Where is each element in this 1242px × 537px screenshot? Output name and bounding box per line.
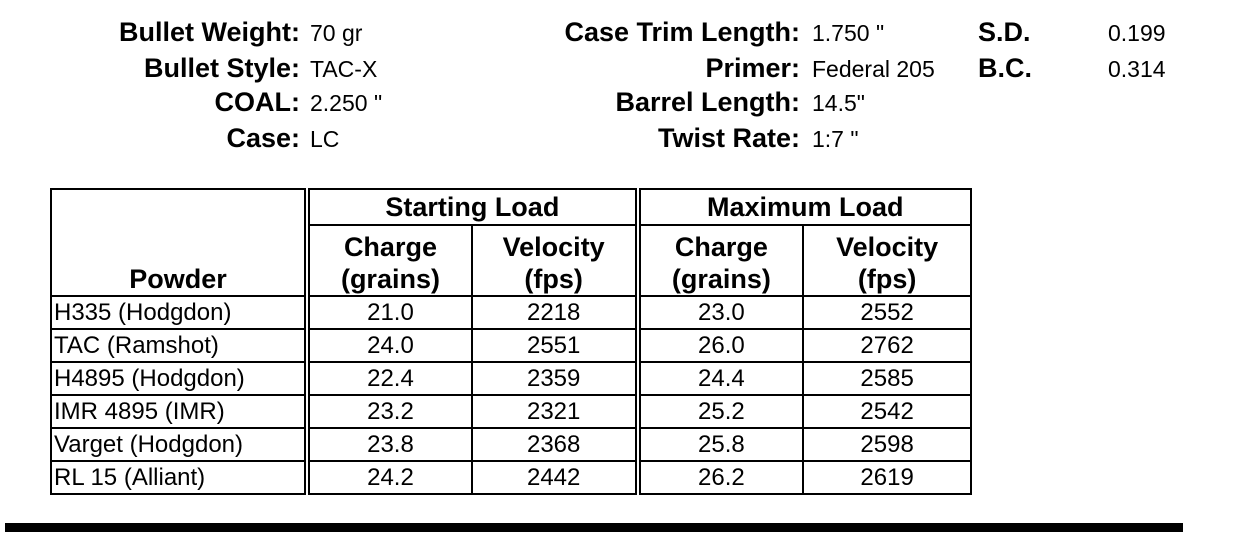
table-row: RL 15 (Alliant) 24.2 2442 26.2 2619 <box>49 460 972 495</box>
spec-label: Primer: <box>705 53 800 83</box>
value-cell: 2762 <box>802 328 972 363</box>
spec-label: Twist Rate: <box>657 123 800 153</box>
stat-label: B.C. <box>978 53 1032 83</box>
value-cell: 23.2 <box>306 394 473 429</box>
spec-label: COAL: <box>214 87 300 117</box>
value-cell: 24.4 <box>636 361 805 396</box>
spec-value: 2.250 " <box>310 90 383 116</box>
powder-cell: Varget (Hodgdon) <box>49 427 311 462</box>
value-cell: 25.8 <box>636 427 805 462</box>
spec-label: Barrel Length: <box>615 87 800 117</box>
table-row: Varget (Hodgdon) 23.8 2368 25.8 2598 <box>49 427 972 462</box>
value-cell: 21.0 <box>306 295 473 330</box>
value-cell: 26.2 <box>636 460 805 495</box>
value-cell: 24.0 <box>306 328 473 363</box>
value-cell: 2359 <box>470 361 641 396</box>
powder-cell: TAC (Ramshot) <box>49 328 311 363</box>
value-cell: 2598 <box>802 427 972 462</box>
value-cell: 23.0 <box>636 295 805 330</box>
value-cell: 2321 <box>470 394 641 429</box>
powder-cell: H335 (Hodgdon) <box>49 295 311 330</box>
value-cell: 2442 <box>470 460 641 495</box>
spec-value: LC <box>310 126 340 152</box>
stat-label: S.D. <box>978 17 1031 47</box>
spec-value: TAC-X <box>310 56 378 82</box>
table-body: H335 (Hodgdon) 21.0 2218 23.0 2552 TAC (Ramsh… <box>49 295 972 495</box>
spec-value: 70 gr <box>310 20 363 46</box>
value-cell: 24.2 <box>306 460 473 495</box>
table-row: H4895 (Hodgdon) 22.4 2359 24.4 2585 <box>49 361 972 396</box>
header-cell: Charge (grains) <box>636 224 805 297</box>
table-row: TAC (Ramshot) 24.0 2551 26.0 2762 <box>49 328 972 363</box>
value-cell: 22.4 <box>306 361 473 396</box>
group-header: Starting Load <box>306 188 641 226</box>
spec-value: 1:7 " <box>812 126 859 152</box>
powder-cell: H4895 (Hodgdon) <box>49 361 311 396</box>
stat-value: 0.199 <box>1108 20 1166 46</box>
header-cell: Powder <box>49 188 311 297</box>
spec-label: Case Trim Length: <box>564 17 800 47</box>
value-cell: 2619 <box>802 460 972 495</box>
table-row: IMR 4895 (IMR) 23.2 2321 25.2 2542 <box>49 394 972 429</box>
header-cell: Velocity (fps) <box>802 224 972 297</box>
powder-cell: RL 15 (Alliant) <box>49 460 311 495</box>
spec-label: Case: <box>226 123 300 153</box>
header-cell: Velocity (fps) <box>470 224 641 297</box>
divider <box>5 523 1183 532</box>
header-cell: Charge (grains) <box>306 224 473 297</box>
value-cell: 25.2 <box>636 394 805 429</box>
value-cell: 2368 <box>470 427 641 462</box>
value-cell: 2218 <box>470 295 641 330</box>
table-row: H335 (Hodgdon) 21.0 2218 23.0 2552 <box>49 295 972 330</box>
spec-value: 1.750 " <box>812 20 885 46</box>
value-cell: 26.0 <box>636 328 805 363</box>
spec-value: Federal 205 <box>812 56 935 82</box>
spec-value: 14.5" <box>812 90 865 116</box>
stat-value: 0.314 <box>1108 56 1166 82</box>
value-cell: 2585 <box>802 361 972 396</box>
spec-label: Bullet Weight: <box>119 17 300 47</box>
value-cell: 2552 <box>802 295 972 330</box>
group-header: Maximum Load <box>636 188 973 226</box>
load-table: Powder Starting Load Maximum Load Charge… <box>49 188 973 495</box>
value-cell: 2551 <box>470 328 641 363</box>
value-cell: 2542 <box>802 394 972 429</box>
value-cell: 23.8 <box>306 427 473 462</box>
spec-label: Bullet Style: <box>143 53 300 83</box>
powder-cell: IMR 4895 (IMR) <box>49 394 311 429</box>
